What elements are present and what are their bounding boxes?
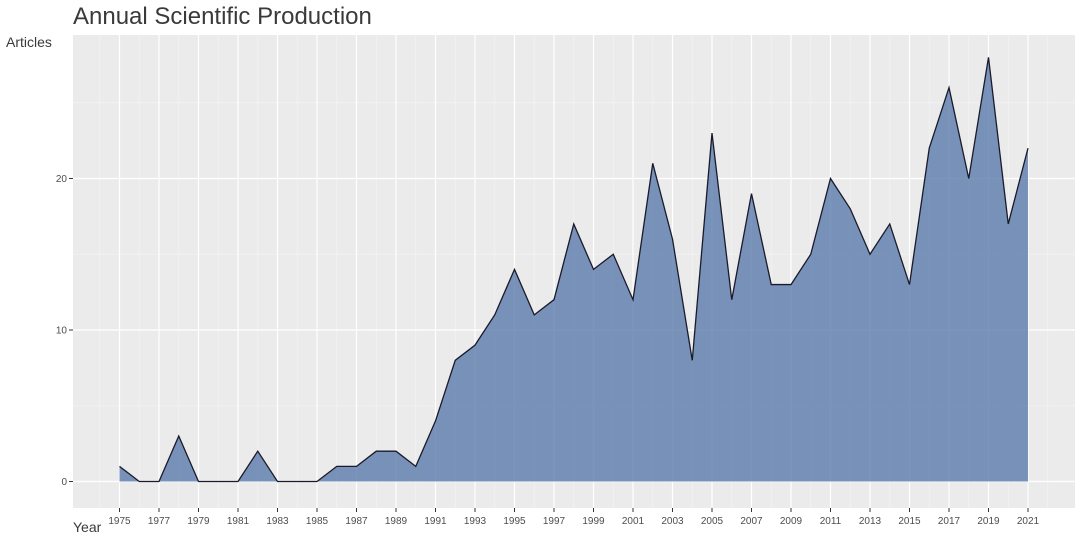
y-axis-title: Articles: [6, 34, 52, 50]
x-tick-label: 1985: [306, 516, 329, 527]
x-tick-label: 1979: [187, 516, 210, 527]
x-tick-label: 2005: [701, 516, 724, 527]
x-axis-title: Year: [73, 519, 102, 535]
x-tick-label: 1987: [345, 516, 368, 527]
x-tick-label: 2007: [740, 516, 763, 527]
x-tick-label: 1981: [227, 516, 250, 527]
x-tick-label: 2021: [1017, 516, 1040, 527]
x-tick-label: 2001: [622, 516, 645, 527]
x-tick-label: 2019: [977, 516, 1000, 527]
x-tick-label: 1975: [108, 516, 131, 527]
chart-title: Annual Scientific Production: [73, 3, 372, 30]
y-tick-label: 0: [61, 477, 67, 488]
x-tick-label: 2009: [780, 516, 803, 527]
area-series: [119, 57, 1029, 483]
series-line: [119, 57, 1029, 483]
x-tick-label: 2017: [938, 516, 961, 527]
x-tick-label: 2003: [661, 516, 684, 527]
area-fill: [119, 57, 1028, 482]
x-tick-label: 2013: [859, 516, 882, 527]
x-tick-label: 1999: [582, 516, 605, 527]
x-axis-ticks: 1975 1977 1979 1981 1983 1985 1987 1989 1991 1993…: [108, 508, 1040, 527]
y-axis-ticks: 0 10 20: [56, 174, 73, 488]
x-tick-label: 1995: [503, 516, 526, 527]
x-tick-label: 1991: [424, 516, 447, 527]
x-tick-label: 2015: [898, 516, 921, 527]
x-tick-label: 1983: [266, 516, 289, 527]
x-tick-label: 1997: [543, 516, 566, 527]
x-tick-label: 1977: [148, 516, 171, 527]
x-tick-label: 1993: [464, 516, 487, 527]
x-tick-label: 1989: [385, 516, 408, 527]
y-tick-label: 20: [56, 174, 68, 185]
x-tick-label: 2011: [820, 516, 842, 527]
y-tick-label: 10: [56, 326, 68, 337]
